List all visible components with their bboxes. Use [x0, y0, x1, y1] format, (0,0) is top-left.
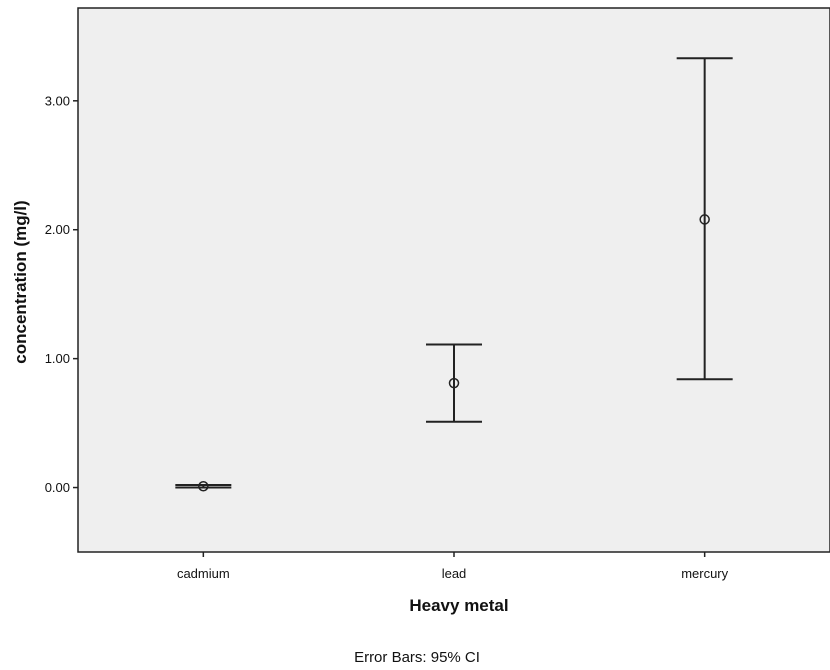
x-tick-label: lead	[442, 566, 467, 581]
mean-marker	[448, 377, 460, 389]
x-tick-label: mercury	[681, 566, 728, 581]
y-tick-label: 0.00	[45, 480, 70, 495]
x-axis: cadmium lead mercury	[177, 552, 729, 581]
y-axis: 0.00 1.00 2.00 3.00	[45, 93, 78, 495]
x-tick-label: cadmium	[177, 566, 230, 581]
error-bars	[175, 57, 733, 492]
y-tick-label: 1.00	[45, 351, 70, 366]
plot-area	[77, 7, 830, 553]
x-axis-title: Heavy metal	[409, 596, 508, 615]
y-tick-label: 2.00	[45, 222, 70, 237]
y-tick-label: 3.00	[45, 93, 70, 108]
mean-marker	[198, 481, 209, 492]
error-bar-mercury	[676, 57, 733, 381]
error-bar-lead	[426, 343, 482, 423]
error-bars-note: Error Bars: 95% CI	[354, 649, 480, 666]
y-axis-title: concentration (mg/l)	[11, 200, 30, 363]
mean-marker	[699, 214, 710, 225]
error-bar-cadmium	[175, 481, 232, 492]
